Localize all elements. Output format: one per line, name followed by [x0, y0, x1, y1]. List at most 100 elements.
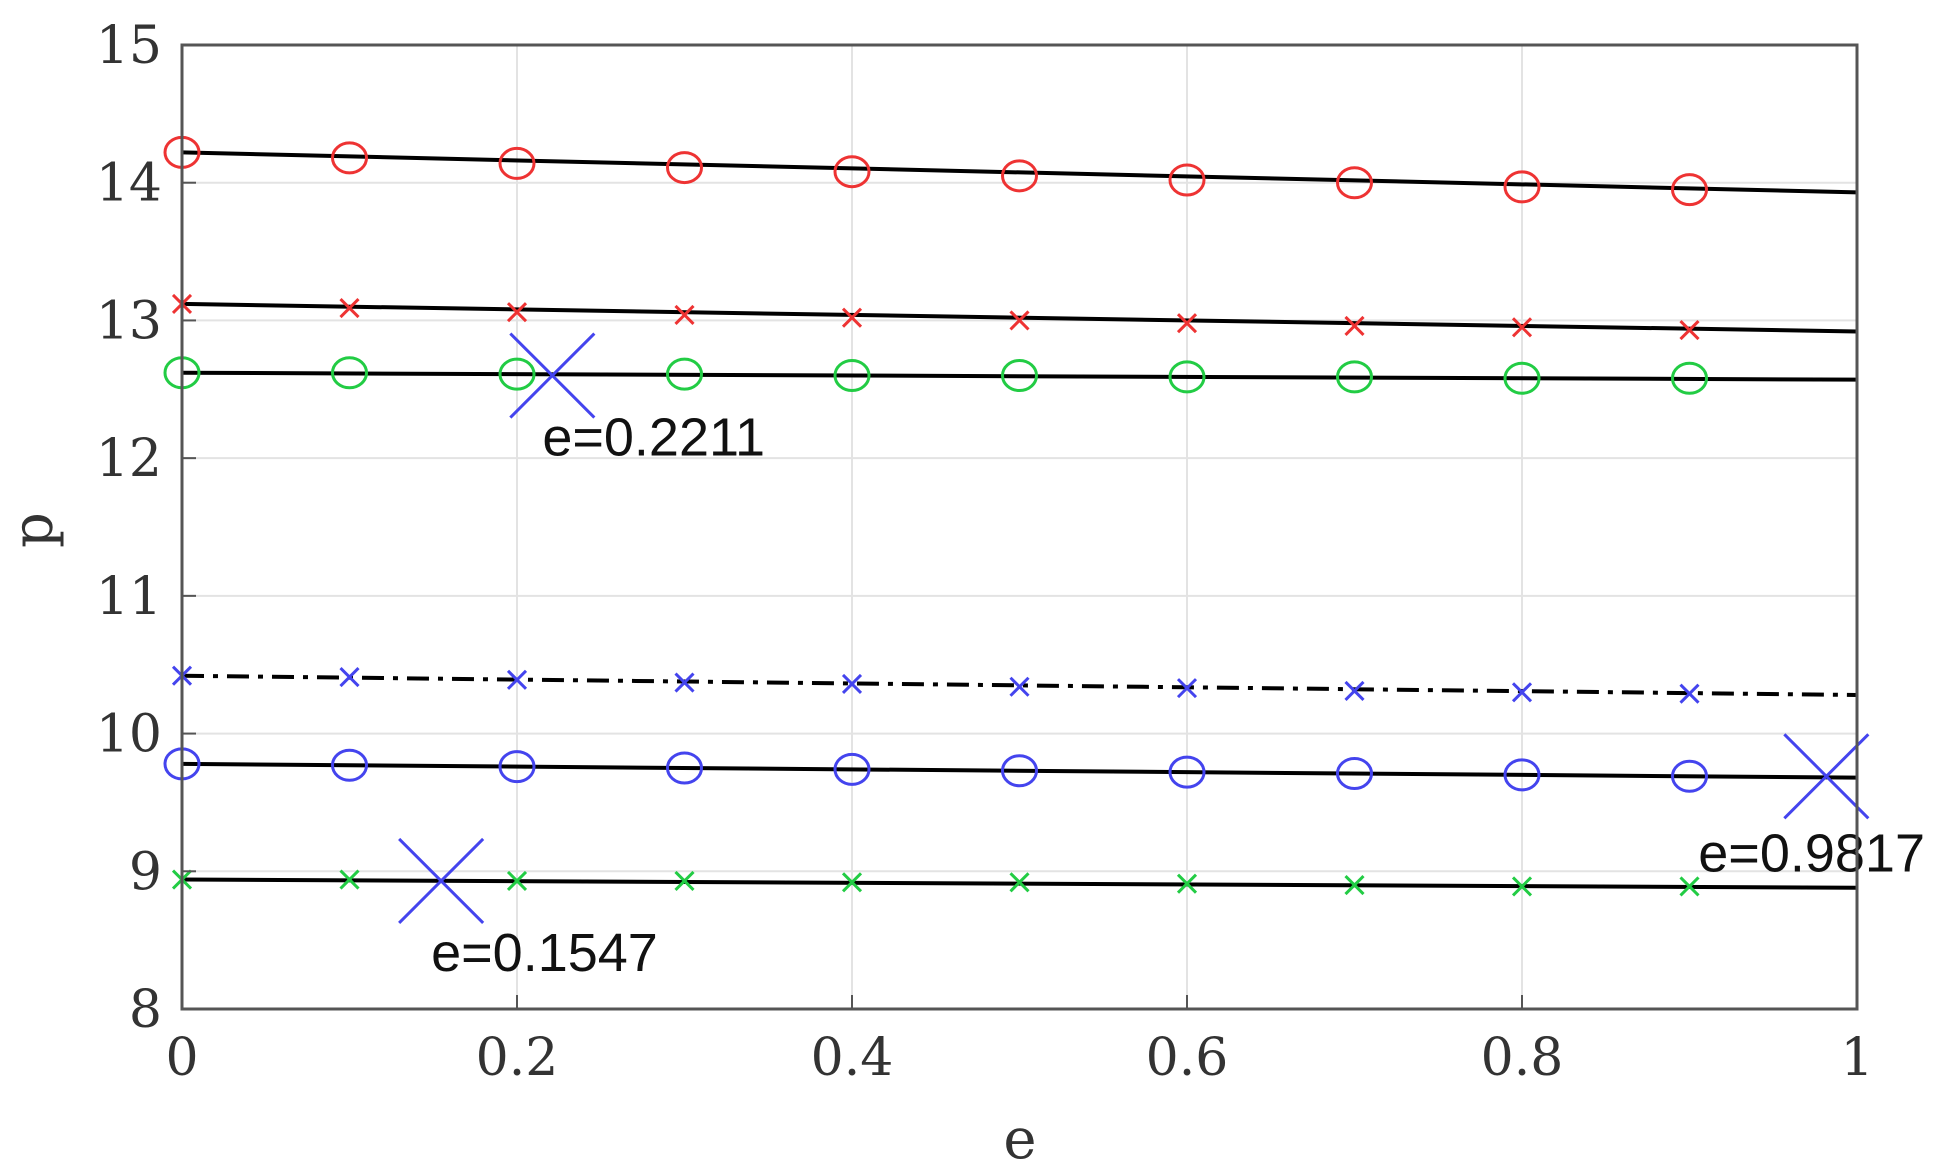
y-tick-label: 11: [96, 567, 162, 627]
circle-marker: [1336, 757, 1373, 791]
x-marker-stroke: [1344, 315, 1365, 336]
x-marker: [674, 870, 695, 891]
circle-marker: [498, 750, 536, 784]
y-tick-label: 10: [96, 705, 162, 765]
x-axis-label: e: [1003, 1107, 1036, 1171]
y-axis-label: p: [1, 512, 66, 548]
circle-marker: [1503, 758, 1541, 792]
x-marker: [841, 307, 863, 328]
x-tick-label: 0.8: [1481, 1028, 1564, 1088]
circle-marker: [1168, 755, 1206, 789]
circle-marker: [1336, 166, 1373, 200]
circle-marker: [666, 751, 703, 785]
circle-marker: [666, 151, 703, 185]
x-marker: [1679, 876, 1700, 897]
x-marker-stroke: [674, 870, 695, 891]
x-marker: [674, 304, 695, 325]
y-tick-label: 13: [96, 291, 162, 351]
x-marker: [1176, 678, 1198, 699]
plot-frame: [180, 43, 1859, 1011]
annotation-x-stroke: [509, 332, 596, 419]
circle-marker: [1168, 360, 1206, 394]
circle-marker: [833, 155, 871, 189]
circle-marker: [331, 356, 368, 390]
circle-marker: [833, 359, 871, 393]
x-marker-stroke: [1344, 680, 1365, 701]
x-marker-stroke: [674, 672, 695, 693]
x-marker-stroke: [1511, 682, 1533, 703]
x-marker: [1344, 315, 1365, 336]
x-marker: [1009, 310, 1030, 331]
annotation-label: e=0.2211: [542, 408, 765, 468]
x-marker-stroke: [506, 302, 528, 323]
circle-marker: [1001, 359, 1038, 393]
x-marker-stroke: [1344, 874, 1365, 896]
x-marker: [1344, 680, 1365, 701]
x-marker: [506, 669, 528, 690]
annotation-label: e=0.1547: [431, 923, 658, 983]
x-marker: [339, 667, 360, 688]
annotation-label: e=0.9817: [1698, 823, 1925, 883]
x-marker: [1511, 682, 1533, 703]
circle-marker: [331, 748, 368, 782]
circle-marker: [1503, 361, 1541, 395]
x-marker-stroke: [841, 673, 863, 695]
series-3: [163, 356, 1858, 395]
ticks: 0 0.2 0.4 0.6 0.8 1 8 9 10 11 12 13 14 15: [96, 16, 1874, 1088]
x-marker-stroke: [841, 872, 863, 893]
annotations-group: e=0.2211 e=0.1547 e=0.9817: [398, 332, 1925, 983]
series-group: [163, 135, 1858, 897]
circle-marker: [498, 146, 536, 180]
y-tick-label: 15: [96, 16, 162, 76]
circle-marker: [1168, 163, 1206, 197]
series-line: [181, 761, 1858, 780]
series-line: [181, 301, 1858, 334]
annotation-marker: [509, 332, 596, 419]
x-tick-label: 0.2: [476, 1028, 559, 1088]
annotation-marker: [398, 837, 485, 924]
y-tick-label: 12: [96, 429, 162, 489]
annotation-x-stroke: [398, 837, 485, 924]
x-marker-stroke: [506, 870, 528, 891]
x-marker-stroke: [1511, 876, 1533, 897]
x-marker-stroke: [841, 307, 863, 328]
x-marker-stroke: [339, 297, 360, 319]
x-marker-stroke: [339, 869, 360, 890]
x-marker-stroke: [1009, 310, 1030, 331]
x-marker: [674, 672, 695, 693]
circle-marker: [666, 357, 703, 391]
x-marker: [1176, 313, 1198, 334]
x-marker-stroke: [1009, 872, 1030, 893]
circle-marker: [833, 752, 871, 786]
series-1: [163, 135, 1858, 207]
series-line: [181, 370, 1858, 382]
circle-marker: [331, 141, 368, 175]
series-2: [171, 293, 1858, 341]
x-marker: [841, 872, 863, 893]
x-marker: [1176, 873, 1198, 894]
x-marker-stroke: [1511, 317, 1533, 338]
x-marker: [1009, 676, 1030, 697]
circle-marker: [1001, 754, 1038, 788]
annotation-marker: [1783, 733, 1870, 820]
x-marker: [1679, 683, 1700, 704]
series-6: [171, 869, 1858, 897]
x-marker: [1009, 872, 1030, 893]
circle-marker: [1671, 759, 1708, 793]
x-marker: [1679, 320, 1700, 341]
y-tick-label: 9: [129, 842, 162, 902]
x-marker-stroke: [1176, 313, 1198, 334]
x-marker-stroke: [1176, 678, 1198, 699]
x-marker: [339, 297, 360, 319]
x-marker: [1511, 317, 1533, 338]
x-marker: [1344, 874, 1365, 896]
x-marker-stroke: [1679, 683, 1700, 704]
circle-marker: [1671, 361, 1708, 395]
x-marker: [841, 673, 863, 695]
circle-marker: [498, 357, 536, 391]
circle-marker: [1001, 159, 1038, 193]
x-marker-stroke: [339, 667, 360, 688]
x-marker-stroke: [1009, 676, 1030, 697]
circle-marker: [1671, 173, 1708, 207]
